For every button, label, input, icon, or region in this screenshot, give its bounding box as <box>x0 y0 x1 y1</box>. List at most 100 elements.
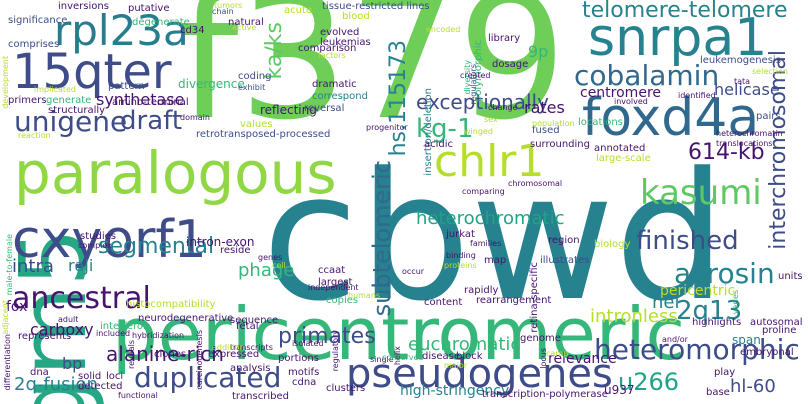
word-hel: hel <box>652 292 680 313</box>
word-largest: largest <box>318 277 353 288</box>
word-sex: sex <box>484 115 498 124</box>
word-hybridization: hybridization <box>132 331 185 340</box>
word-implicated: implicated <box>34 85 76 94</box>
word-pericentromeric: pericentromeric <box>112 292 686 376</box>
word-cbwd: cbwd <box>262 135 727 340</box>
word-represents: represents <box>18 331 72 342</box>
word-15qter: 15qter <box>12 44 172 100</box>
word-u266: u266 <box>618 368 680 396</box>
word-encoded: encoded <box>426 25 461 34</box>
word-camp: camp <box>546 349 569 358</box>
word-domain: domain <box>180 113 210 122</box>
word-reflecting: reflecting <box>260 103 317 117</box>
word-created: created <box>460 71 491 80</box>
word-interferon: interferon <box>100 321 150 332</box>
word-heterochromatin: heterochromatin <box>716 129 783 138</box>
word-acrosin: acrosin <box>674 257 775 290</box>
word-intron-exon: intron-exon <box>186 235 255 249</box>
word-dramatic: dramatic <box>312 79 357 90</box>
word-solid: solid <box>78 371 102 382</box>
word-reside: reside <box>220 245 251 256</box>
word-acidic: acidic <box>424 139 454 150</box>
word-complex: complex <box>78 241 112 250</box>
word-included: included <box>96 329 131 338</box>
word-reveals: reveals <box>127 340 136 369</box>
word-genes: genes <box>258 253 283 262</box>
word-2q-fusion: 2q-fusion <box>14 374 98 395</box>
word-paralogous: paralogous <box>14 139 337 207</box>
word-clusters: clusters <box>326 383 366 394</box>
word-block: block <box>456 351 483 362</box>
word-heteromorphic: heteromorphic <box>594 333 800 366</box>
word-single: single <box>370 355 394 364</box>
word-insertion-deletion: insertion/deletion <box>423 88 434 176</box>
word-relevance: relevance <box>548 351 617 367</box>
word-analysis: analysis <box>230 363 271 374</box>
word-chain: chain <box>212 7 234 16</box>
word-fused: fused <box>532 125 560 136</box>
word-intronless: intronless <box>590 306 678 327</box>
word-large-scale: large-scale <box>596 153 651 164</box>
word-natural: natural <box>228 17 264 28</box>
word-chlr1: chlr1 <box>434 136 545 187</box>
word-regulatory: regulatory <box>331 330 340 372</box>
word-neurodegenerative: neurodegenerative <box>138 313 234 324</box>
word-centromere: centromere <box>580 85 661 101</box>
word-heterochromatic: heterochromatic <box>416 208 565 229</box>
word-reaction: reaction <box>18 131 51 140</box>
word-divergence: divergence <box>178 77 245 91</box>
word-draft: draft <box>120 106 183 136</box>
word-studies: studies <box>80 231 116 242</box>
word-high-stringency: high-stringency <box>400 383 510 399</box>
word-foxd4a: foxd4a <box>582 88 760 148</box>
word-carcinogenesis: carcinogenesis <box>195 330 204 390</box>
word-varies: varies <box>731 290 740 315</box>
word-major: major <box>444 361 468 370</box>
word-tumors: tumors <box>214 1 243 10</box>
word-cdna: cdna <box>292 377 317 388</box>
word-active: active <box>232 23 257 32</box>
word-translocations: translocations <box>716 139 773 148</box>
word-intra: intra <box>12 256 54 277</box>
word-chromosomal: chromosomal <box>508 179 563 188</box>
word-transcription-polymerase: transcription-polymerase <box>482 389 608 400</box>
word-kasumi: kasumi <box>640 173 762 213</box>
word-synthetase: synthetase <box>96 90 185 109</box>
word-and-or: and/or <box>662 335 688 344</box>
word-fox: fox <box>6 299 28 315</box>
word-addition: addition <box>212 343 245 352</box>
word-614-kb: 614-kb <box>688 140 765 165</box>
word-identified: identified <box>678 91 716 100</box>
word-annotated: annotated <box>594 143 646 154</box>
word-isolated: isolated <box>292 339 324 348</box>
word-snrpa1: snrpa1 <box>588 8 768 68</box>
word-comprises: comprises <box>8 39 60 50</box>
word-map: map <box>484 255 507 266</box>
word-histocompatibility: histocompatibility <box>126 299 216 310</box>
word-primers: primers <box>8 95 47 106</box>
word-degenerate: degenerate <box>132 17 190 28</box>
word-play: play <box>714 367 736 378</box>
word-proline: proline <box>762 325 797 336</box>
word-functional: functional <box>118 391 158 400</box>
word-retina-specific: retina-specific <box>529 262 540 333</box>
word-ancestral: ancestral <box>12 281 151 316</box>
word-f379: f379 <box>178 0 567 158</box>
word-rpl23a: rpl23a <box>54 6 189 55</box>
word-independent: independent <box>308 283 359 292</box>
word-9p: 9p <box>528 42 549 61</box>
word-comparing: comparing <box>462 187 505 196</box>
word-content: content <box>424 297 463 308</box>
word-selection: selection <box>752 67 788 76</box>
word-exhibit: exhibit <box>238 83 266 92</box>
word-hs115173: hs.115173 <box>386 40 411 157</box>
word-cell: cell <box>272 261 286 270</box>
word-units: units <box>778 271 803 282</box>
word-segmental: segmental <box>98 234 215 259</box>
word-dna: dna <box>30 367 49 378</box>
word-carboxy: carboxy <box>30 320 94 339</box>
word-duplicated: duplicated <box>134 361 282 394</box>
word-winged: winged <box>464 127 493 136</box>
word-conserved: conserved <box>382 353 424 362</box>
